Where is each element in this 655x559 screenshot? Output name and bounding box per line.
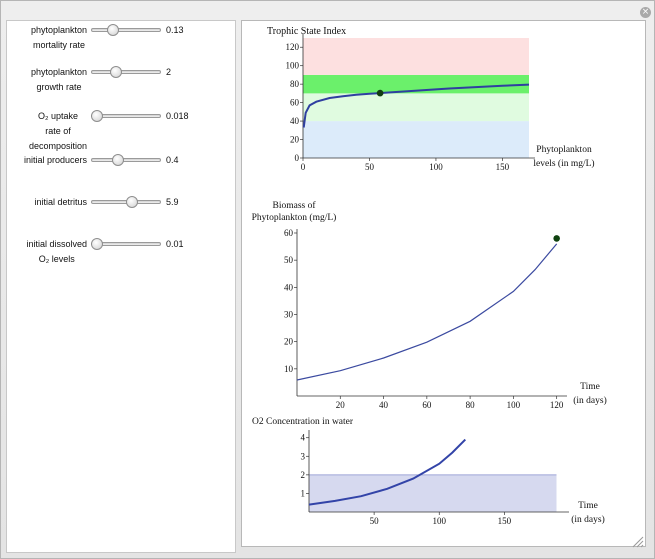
- control-value: 0.01: [166, 239, 184, 249]
- y-tick-label: 2: [301, 470, 306, 480]
- y-tick-label: 100: [286, 61, 300, 71]
- y-tick-label: 60: [290, 98, 300, 108]
- x-tick-label: 150: [498, 516, 512, 526]
- x-tick-label: 60: [422, 400, 432, 410]
- slider-thumb[interactable]: [110, 66, 123, 78]
- slider-track[interactable]: [91, 154, 161, 166]
- threshold-band: [309, 474, 557, 512]
- y-tick-label: 30: [284, 310, 294, 320]
- control-label: phytoplankton mortality rate: [31, 23, 87, 53]
- x-axis-label: (in days): [571, 514, 605, 525]
- x-tick-label: 100: [433, 516, 447, 526]
- control-label: initial detritus: [34, 195, 87, 210]
- y-tick-label: 80: [290, 79, 300, 89]
- x-axis-label: Phytoplankton: [536, 145, 592, 155]
- y-tick-label: 40: [284, 282, 294, 292]
- control-value: 2: [166, 67, 172, 77]
- control-label-line: phytoplankton: [30, 25, 87, 35]
- slider-thumb[interactable]: [91, 110, 104, 122]
- control-label: O₂ uptake rate of decomposition: [29, 109, 87, 154]
- slider-thumb[interactable]: [126, 196, 139, 208]
- slider-track[interactable]: [91, 66, 161, 78]
- close-icon[interactable]: ×: [640, 7, 651, 18]
- chart-title: Phytoplankton (mg/L): [252, 212, 337, 223]
- control-label-line: phytoplankton: [30, 67, 87, 77]
- trophic-band: [303, 93, 529, 122]
- x-axis-label: Time: [580, 382, 600, 392]
- control-label-line: mortality rate: [32, 40, 85, 50]
- current-point-marker: [553, 235, 560, 242]
- x-axis-label: Time: [578, 501, 598, 511]
- x-tick-label: 20: [336, 400, 346, 410]
- y-tick-label: 50: [284, 255, 294, 265]
- output-panel: Trophic State Index 0 50 100 150 0 20 40 60 80 100…: [241, 20, 646, 547]
- y-tick-label: 20: [290, 135, 300, 145]
- control-label-line: O₂ levels: [38, 254, 75, 264]
- y-tick-label: 10: [284, 364, 294, 374]
- control-value: 0.13: [166, 25, 184, 35]
- control-label: initial producers: [24, 153, 87, 168]
- control-value: 0.4: [166, 155, 179, 165]
- control-label-line: O₂ uptake: [37, 111, 78, 121]
- control-label-line: rate of: [45, 126, 71, 136]
- x-axis-label: (in days): [573, 395, 607, 406]
- trophic-curve: [302, 83, 530, 128]
- o2-curve: [308, 438, 467, 506]
- y-tick-label: 3: [301, 451, 306, 461]
- control-label: initial dissolved O₂ levels: [26, 237, 87, 267]
- controls-panel: phytoplankton mortality rate 0.13 phytoplan…: [6, 20, 236, 553]
- y-tick-label: 40: [290, 116, 300, 126]
- y-tick-label: 20: [284, 337, 294, 347]
- control-label: phytoplankton growth rate: [31, 65, 87, 95]
- control-label-line: initial producers: [23, 155, 87, 165]
- trophic-band: [303, 38, 529, 75]
- control-label-line: initial detritus: [34, 197, 87, 207]
- x-tick-label: 0: [301, 162, 306, 172]
- trophic-band: [303, 121, 529, 158]
- x-tick-label: 120: [550, 400, 564, 410]
- trophic-band: [303, 74, 529, 94]
- x-tick-label: 100: [507, 400, 521, 410]
- control-label-line: initial dissolved: [26, 239, 87, 249]
- y-tick-label: 60: [284, 228, 294, 238]
- x-tick-label: 100: [429, 162, 443, 172]
- slider-thumb[interactable]: [111, 154, 124, 166]
- control-label-line: growth rate: [36, 82, 82, 92]
- y-tick-label: 120: [286, 42, 300, 52]
- y-tick-label: 4: [301, 433, 306, 443]
- chart-title: Trophic State Index: [267, 26, 346, 37]
- x-tick-label: 150: [496, 162, 510, 172]
- slider-track[interactable]: [91, 110, 161, 122]
- slider-thumb[interactable]: [107, 24, 120, 36]
- control-value: 0.018: [166, 111, 189, 121]
- control-value: 5.9: [166, 197, 179, 207]
- slider-track[interactable]: [91, 24, 161, 36]
- x-tick-label: 50: [370, 516, 380, 526]
- y-tick-label: 1: [301, 488, 306, 498]
- slider-thumb[interactable]: [91, 238, 104, 250]
- y-tick-label: 0: [295, 153, 300, 163]
- resize-grip-icon[interactable]: [630, 534, 644, 548]
- x-tick-label: 50: [365, 162, 375, 172]
- slider-track[interactable]: [91, 238, 161, 250]
- biomass-curve: [296, 243, 558, 381]
- chart-title: O2 Concentration in water: [252, 417, 354, 427]
- control-label-line: decomposition: [28, 141, 87, 151]
- chart-title: Biomass of: [272, 200, 316, 211]
- slider-track[interactable]: [91, 196, 161, 208]
- x-axis-label: levels (in mg/L): [533, 158, 594, 169]
- current-point-marker: [376, 89, 384, 97]
- x-tick-label: 40: [379, 400, 389, 410]
- x-tick-label: 80: [466, 400, 476, 410]
